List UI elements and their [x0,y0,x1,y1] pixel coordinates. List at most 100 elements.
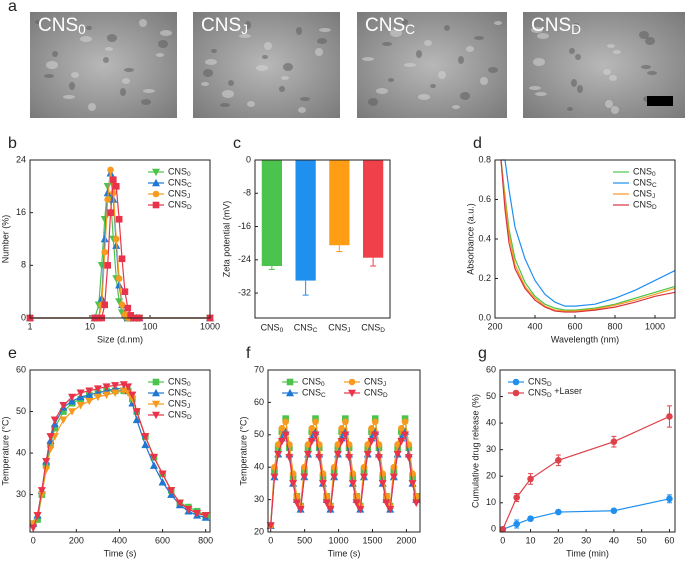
plot-frame [254,159,391,319]
y-tick-label: -16 [238,221,251,231]
particle [158,40,168,48]
legend-label: CNSJ [633,188,655,199]
y-tick-label: 10 [486,497,496,507]
particle [105,47,113,51]
x-axis-label: Time (min) [566,548,609,558]
legend-label: CNSC [168,177,192,188]
legend-marker [348,378,356,386]
chart-panel: f 20 30 40 50 60 70 0 500 1000 1500 2000 Time (s) Tem… [238,345,421,558]
particle [474,36,484,40]
x-tick-label: CNSC [294,322,318,333]
x-tick-label: CNS0 [261,322,284,333]
marker [42,458,51,466]
particle [647,71,657,75]
y-tick-label: 20 [254,526,264,536]
y-tick-label: 40 [16,447,26,457]
marker [76,402,85,410]
x-tick-label: 2000 [396,535,416,545]
series-line [500,159,676,311]
particle [402,19,408,25]
marker [115,280,124,289]
marker [393,450,402,459]
marker [158,478,167,486]
legend-label: CNSD [528,376,552,387]
particle [533,58,545,66]
particle [494,21,502,25]
marker [110,176,117,184]
marker [398,425,405,432]
marker [356,506,365,514]
plot-area [266,415,421,530]
particle [488,67,498,73]
marker [352,499,361,507]
marker [124,383,133,391]
y-tick-label: 0.8 [478,154,491,164]
particle [245,21,251,29]
marker [29,524,38,532]
marker [118,301,126,309]
particle [107,34,117,42]
marker [107,166,114,174]
y-tick-label: 20 [486,471,496,481]
marker [322,499,331,507]
particle [430,84,436,88]
particle [300,97,310,101]
particle [103,57,109,63]
marker [337,437,346,446]
tem-image [193,12,340,118]
particle [480,77,488,85]
y-tick-label: -24 [238,254,251,264]
particle [52,51,58,57]
marker [513,494,520,501]
marker [555,456,562,464]
marker [141,433,150,441]
plot-frame [499,369,676,533]
legend-marker [151,411,161,420]
marker [93,393,102,402]
x-tick-label: 400 [112,535,127,545]
legend-marker [152,201,160,209]
y-tick-label: 50 [486,391,496,401]
y-tick-label: 0.2 [478,273,491,283]
y-tick-label: 0 [491,524,496,534]
legend-label: CNSC [633,177,657,188]
marker [59,416,68,424]
marker [368,425,375,432]
marker [110,189,117,197]
x-tick-label: 1000 [200,321,220,331]
x-tick-label: 1000 [329,535,349,545]
particle [607,44,615,48]
particle [141,99,151,105]
legend-marker [347,389,357,398]
marker [318,480,327,488]
y-tick-label: 70 [254,364,264,374]
particle [203,69,213,77]
particle [279,86,285,92]
particle [603,69,611,75]
marker [408,480,417,488]
particle [239,34,251,38]
marker [102,383,111,391]
x-tick-label: 10 [85,321,95,331]
marker [307,437,316,446]
marker [326,506,335,514]
particle [205,59,217,65]
marker [111,389,120,397]
particle [63,95,75,99]
marker [666,495,673,503]
particle [577,85,583,93]
marker [312,418,319,426]
particle [160,30,172,36]
legend-label: CNSJ [168,188,190,199]
particle [247,101,255,107]
marker [330,473,339,482]
y-tick-label: 0.6 [478,194,491,204]
marker [76,389,85,397]
marker [289,480,298,488]
particle [416,50,422,58]
x-tick-label: 50 [637,535,647,545]
y-tick-label: 60 [486,364,496,374]
marker [278,425,286,432]
marker [42,466,51,474]
marker [50,416,59,424]
